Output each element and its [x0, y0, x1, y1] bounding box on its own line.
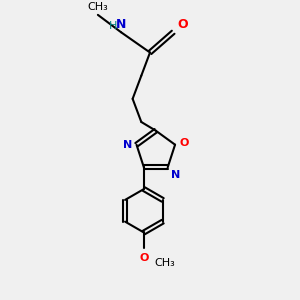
- Text: CH₃: CH₃: [154, 258, 175, 268]
- Text: N: N: [116, 18, 126, 31]
- Text: O: O: [178, 18, 188, 31]
- Text: O: O: [139, 253, 148, 263]
- Text: N: N: [123, 140, 132, 150]
- Text: CH₃: CH₃: [88, 2, 108, 12]
- Text: N: N: [171, 170, 180, 180]
- Text: O: O: [179, 138, 189, 148]
- Text: H: H: [109, 21, 118, 31]
